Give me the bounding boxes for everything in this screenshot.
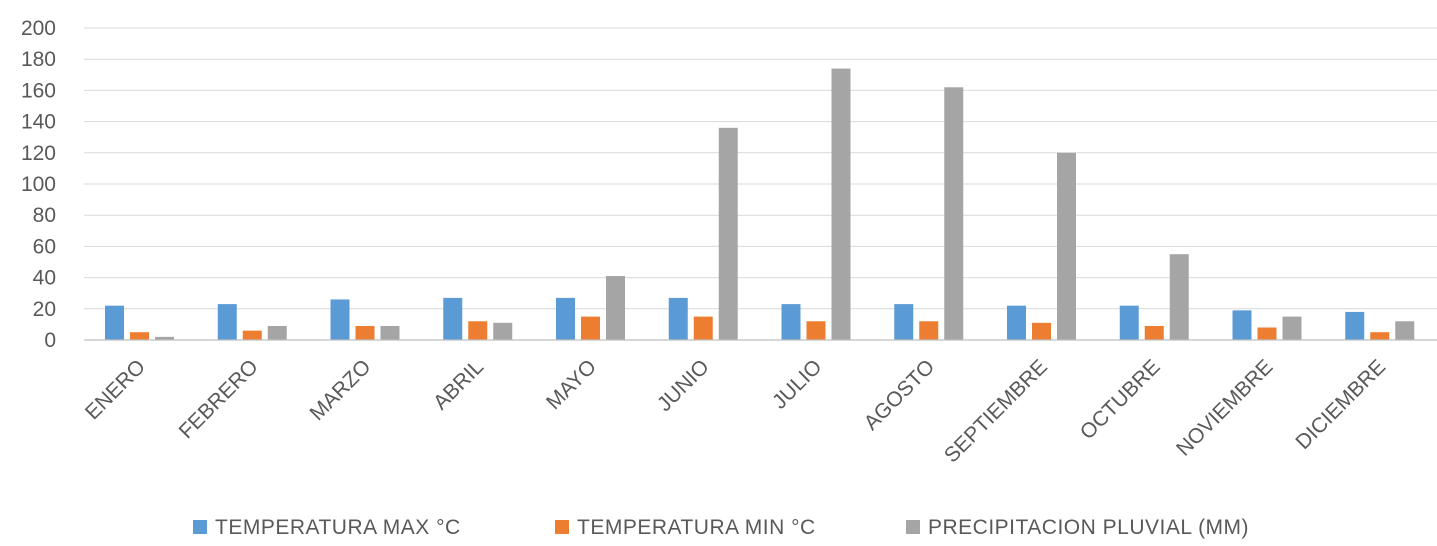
bar-series1 <box>217 304 237 340</box>
bar-series2 <box>355 325 375 340</box>
y-tick-label: 120 <box>21 142 56 165</box>
y-tick-label: 40 <box>33 267 56 290</box>
x-category-label: JULIO <box>768 355 826 413</box>
bar-series2 <box>468 321 488 340</box>
legend-label: PRECIPITACION PLUVIAL (MM) <box>928 516 1249 539</box>
bar-series3 <box>493 322 513 340</box>
bar-series1 <box>330 299 350 340</box>
y-tick-label: 140 <box>21 111 56 134</box>
bars <box>105 68 1415 340</box>
x-category-label: ABRIL <box>429 355 488 414</box>
x-category-label: MAYO <box>542 355 601 414</box>
bar-series1 <box>556 297 575 340</box>
y-tick-label: 160 <box>21 79 56 102</box>
bar-series2 <box>242 330 262 340</box>
bar-series1 <box>894 304 914 340</box>
gridlines <box>84 27 1437 310</box>
bar-series1 <box>1119 305 1139 340</box>
bar-series2 <box>1257 327 1277 340</box>
bar-series3 <box>718 127 738 340</box>
bar-series3 <box>944 87 964 340</box>
x-category-label: OCTUBRE <box>1076 355 1165 444</box>
legend-swatch <box>555 520 569 534</box>
bar-series2 <box>806 321 826 340</box>
x-category-label: NOVIEMBRE <box>1172 355 1277 460</box>
bar-series1 <box>781 304 801 340</box>
y-tick-label: 60 <box>33 235 56 258</box>
legend: TEMPERATURA MAX °C TEMPERATURA MIN °C PREC… <box>193 516 1249 539</box>
y-tick-label: 100 <box>21 173 56 196</box>
legend-swatch <box>193 520 207 534</box>
bar-series1 <box>1345 311 1365 340</box>
x-category-label: JUNIO <box>653 355 714 416</box>
bar-series1 <box>1007 305 1026 340</box>
bar-series3 <box>155 336 174 340</box>
bar-series2 <box>919 321 939 340</box>
bar-series3 <box>1169 254 1189 340</box>
bar-series3 <box>1395 321 1415 340</box>
bar-series2 <box>1144 325 1164 340</box>
bar-series1 <box>668 297 688 340</box>
y-tick-label: 20 <box>33 298 56 321</box>
bar-series1 <box>443 297 463 340</box>
bar-series2 <box>130 332 149 340</box>
bar-series3 <box>606 276 625 340</box>
x-category-label: AGOSTO <box>860 355 940 435</box>
bar-series2 <box>693 316 713 340</box>
bar-series3 <box>831 68 851 340</box>
y-tick-label: 180 <box>21 48 56 71</box>
y-tick-label: 0 <box>44 329 56 352</box>
x-category-label: MARZO <box>306 355 376 425</box>
bar-series1 <box>1232 310 1252 340</box>
legend-label: TEMPERATURA MIN °C <box>577 516 816 539</box>
legend-swatch <box>906 520 920 534</box>
x-category-label: DICIEMBRE <box>1291 355 1390 454</box>
bar-series3 <box>380 325 400 340</box>
bar-series3 <box>267 325 287 340</box>
y-tick-label: 200 <box>21 17 56 40</box>
y-axis-tick-labels: 0 20 40 60 80 100 120 140 160 180 200 <box>21 17 56 352</box>
legend-label: TEMPERATURA MAX °C <box>215 516 461 539</box>
bar-series3 <box>1057 152 1076 340</box>
x-category-label: FEBRERO <box>175 355 263 443</box>
x-category-label: ENERO <box>81 355 150 424</box>
bar-series3 <box>1282 316 1302 340</box>
bar-series1 <box>105 305 124 340</box>
x-category-label: SEPTIEMBRE <box>940 355 1052 467</box>
y-tick-label: 80 <box>33 204 56 227</box>
bar-series2 <box>581 316 600 340</box>
x-axis-category-labels: ENERO FEBRERO MARZO ABRIL MAYO JUNIO JULIO AGOS… <box>81 355 1390 467</box>
bar-series2 <box>1032 322 1051 340</box>
bar-series2 <box>1370 332 1390 340</box>
